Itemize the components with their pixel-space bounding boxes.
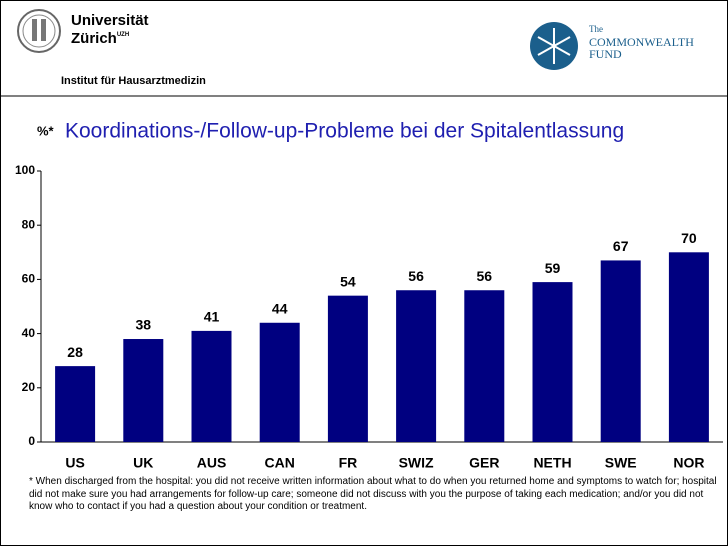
city-name: Zürich	[71, 30, 117, 47]
city: ZürichUZH	[71, 30, 129, 47]
y-tick-label: 20	[22, 380, 36, 394]
bar	[600, 260, 641, 442]
x-tick-label: NOR	[673, 455, 704, 471]
value-label: 70	[681, 230, 697, 246]
value-label: 28	[67, 344, 83, 360]
x-tick-label: SWE	[605, 455, 637, 471]
bar	[464, 290, 505, 442]
value-label: 41	[204, 309, 220, 325]
bar	[327, 295, 368, 442]
city-superscript: UZH	[117, 32, 129, 38]
x-tick-label: FR	[339, 455, 358, 471]
fund-the: The	[589, 24, 603, 34]
footnote: * When discharged from the hospital: you…	[29, 476, 717, 512]
chart-title: Koordinations-/Follow-up-Probleme bei de…	[65, 120, 624, 143]
x-tick-label: AUS	[197, 455, 227, 471]
bar	[532, 282, 573, 442]
uzh-logo	[17, 9, 61, 53]
x-tick-label: NETH	[533, 455, 571, 471]
x-tick-label: CAN	[265, 455, 295, 471]
bar	[259, 322, 300, 442]
x-tick-label: US	[65, 455, 84, 471]
y-tick-label: 80	[22, 217, 36, 231]
y-tick-label: 40	[22, 326, 36, 340]
university: Universität	[71, 12, 149, 29]
y-tick-label: 60	[22, 272, 36, 286]
bar	[191, 330, 232, 442]
x-tick-label: UK	[133, 455, 153, 471]
value-label: 67	[613, 238, 629, 254]
bar	[668, 252, 709, 442]
y-tick-label: 100	[15, 163, 35, 177]
value-label: 56	[477, 268, 493, 284]
fund-line-1: COMMONWEALTH	[589, 35, 694, 49]
bar	[396, 290, 437, 442]
value-label: 59	[545, 260, 561, 276]
y-axis-label: %*	[37, 123, 55, 138]
fund-logo	[530, 22, 578, 70]
value-label: 38	[136, 317, 152, 333]
value-label: 56	[408, 268, 424, 284]
y-tick-label: 0	[28, 434, 35, 448]
fund-line-2: FUND	[589, 47, 622, 61]
institute: Institut für Hausarztmedizin	[61, 75, 206, 87]
x-tick-label: GER	[469, 455, 499, 471]
value-label: 54	[340, 273, 356, 289]
bar	[123, 339, 164, 442]
bar	[55, 366, 96, 442]
x-tick-label: SWIZ	[399, 455, 434, 471]
value-label: 44	[272, 300, 288, 316]
